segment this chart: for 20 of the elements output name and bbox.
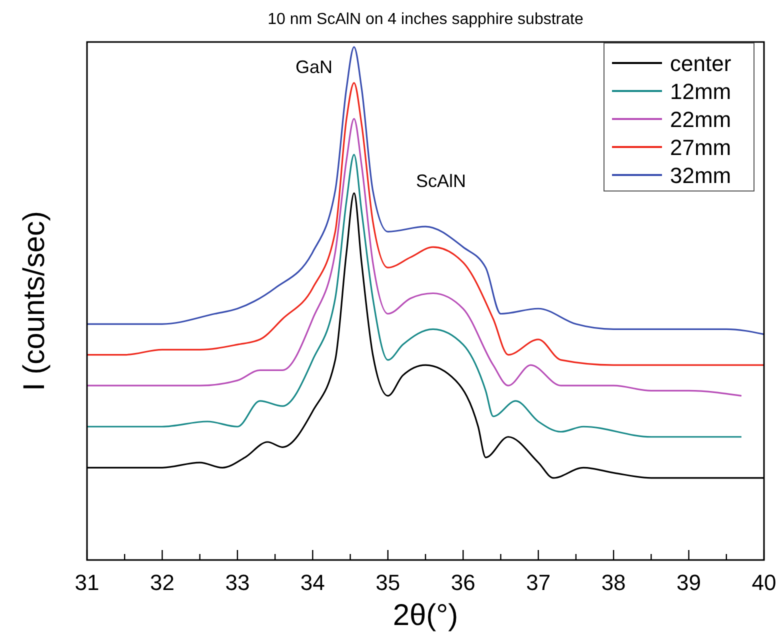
x-tick-label: 38 (601, 570, 626, 595)
x-tick-label: 32 (150, 570, 174, 595)
legend-label: 22mm (670, 107, 732, 132)
x-tick-label: 37 (526, 570, 551, 595)
x-tick-label: 40 (752, 570, 776, 595)
legend-label: 27mm (670, 135, 732, 160)
x-tick-label: 34 (300, 570, 325, 595)
x-tick-label: 39 (676, 570, 702, 595)
x-tick-label: 33 (225, 570, 250, 595)
x-tick-label: 36 (450, 570, 476, 595)
legend-label: 12mm (670, 79, 732, 104)
x-tick-label: 35 (376, 570, 400, 595)
y-axis-title: I (counts/sec) (18, 210, 51, 392)
x-axis-title: 2θ(°) (392, 599, 458, 632)
annotation: ScAlN (416, 171, 466, 191)
legend-label: center (670, 51, 732, 76)
annotation: GaN (295, 57, 333, 77)
x-tick-label: 31 (74, 570, 100, 595)
legend-label: 32mm (670, 163, 732, 188)
chart-title: 10 nm ScAlN on 4 inches sapphire substrate (268, 11, 584, 28)
